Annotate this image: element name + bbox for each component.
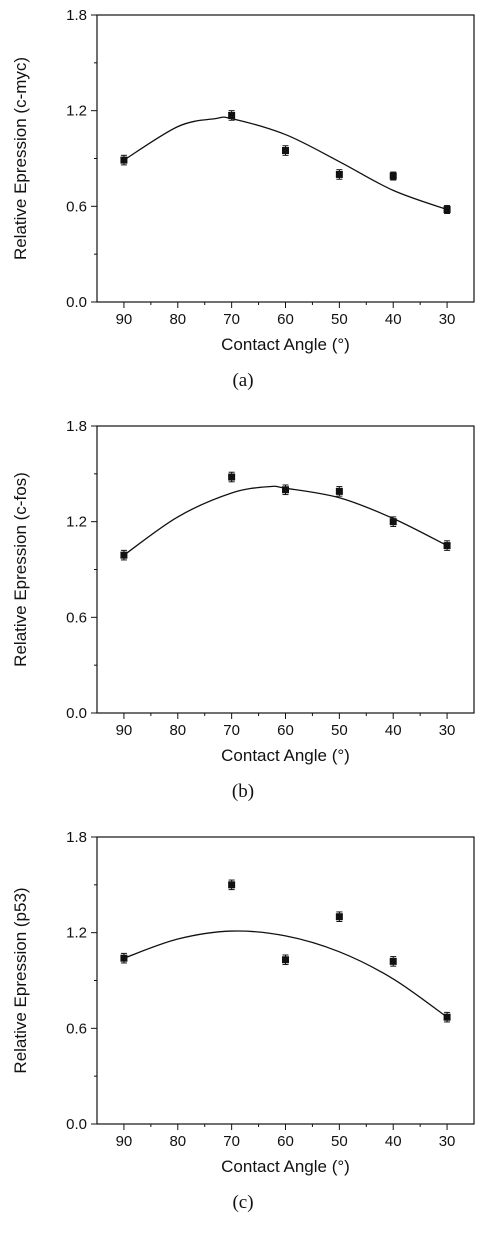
y-tick-label: 1.2 xyxy=(66,103,87,120)
y-tick-label: 1.8 xyxy=(66,7,87,24)
panel-label-c: (c) xyxy=(232,1192,254,1213)
chart-a-svg: 90 80 70 60 50 40 30 0.0 0.6 1.2 1.8 Contact Angle … xyxy=(11,7,475,354)
fit-curve xyxy=(123,485,448,556)
data-point xyxy=(389,172,397,180)
y-axis-label: Relative Epression (c-fos) xyxy=(11,472,30,667)
plot-frame xyxy=(96,14,475,303)
chart-b-svg: 90 80 70 60 50 40 30 0.0 0.6 1.2 1.8 Contact Angle … xyxy=(11,418,475,765)
data-point xyxy=(443,542,451,550)
x-tick-label: 60 xyxy=(277,1133,294,1150)
x-tick-label: 60 xyxy=(277,722,294,739)
x-tick-label: 70 xyxy=(223,722,240,739)
data-point xyxy=(389,957,397,965)
x-tick-label: 70 xyxy=(223,1133,240,1150)
x-tick-label: 50 xyxy=(331,311,348,328)
x-tick-label: 80 xyxy=(169,1133,186,1150)
x-tick-label: 40 xyxy=(385,722,402,739)
x-tick-label: 60 xyxy=(277,311,294,328)
data-point xyxy=(335,487,343,495)
data-point xyxy=(228,473,236,481)
data-point xyxy=(443,206,451,214)
plot-frame xyxy=(96,836,475,1125)
chart-panel-c: 90 80 70 60 50 40 30 0.0 0.6 1.2 1.8 Contact Angle … xyxy=(0,822,486,1233)
x-tick-label: 90 xyxy=(116,722,133,739)
x-axis-label: Contact Angle (°) xyxy=(221,1157,350,1176)
y-tick-label: 0.0 xyxy=(66,705,87,722)
fit-curve xyxy=(123,116,448,211)
chart-c-svg: 90 80 70 60 50 40 30 0.0 0.6 1.2 1.8 Contact Angle … xyxy=(11,829,475,1176)
x-axis-label: Contact Angle (°) xyxy=(221,746,350,765)
y-tick-label: 0.6 xyxy=(66,609,87,626)
data-point xyxy=(443,1013,451,1021)
y-tick-label: 0.0 xyxy=(66,294,87,311)
data-point xyxy=(282,147,289,155)
x-tick-label: 40 xyxy=(385,311,402,328)
x-tick-label: 50 xyxy=(331,722,348,739)
y-tick-label: 0.6 xyxy=(66,198,87,215)
y-tick-label: 0.0 xyxy=(66,1116,87,1133)
x-tick-label: 90 xyxy=(116,311,133,328)
data-point xyxy=(282,486,289,494)
y-axis-label: Relative Epression (p53) xyxy=(11,887,30,1073)
x-axis-label: Contact Angle (°) xyxy=(221,335,350,354)
x-tick-label: 30 xyxy=(439,311,456,328)
data-point xyxy=(120,954,128,962)
panel-label-a: (a) xyxy=(232,370,254,391)
y-tick-label: 1.2 xyxy=(66,925,87,942)
y-axis-label: Relative Epression (c-myc) xyxy=(11,57,30,260)
data-point xyxy=(120,156,128,164)
x-tick-label: 90 xyxy=(116,1133,133,1150)
y-tick-label: 0.6 xyxy=(66,1020,87,1037)
plot-frame xyxy=(96,425,475,714)
panel-label-b: (b) xyxy=(231,781,255,802)
chart-panel-a: 90 80 70 60 50 40 30 0.0 0.6 1.2 1.8 Contact Angle … xyxy=(0,0,486,411)
x-tick-label: 30 xyxy=(439,1133,456,1150)
x-tick-label: 50 xyxy=(331,1133,348,1150)
data-point xyxy=(228,111,236,119)
data-point xyxy=(282,956,289,964)
x-tick-label: 80 xyxy=(169,722,186,739)
y-tick-label: 1.8 xyxy=(66,418,87,435)
x-tick-label: 30 xyxy=(439,722,456,739)
data-point xyxy=(335,170,343,178)
fit-curve xyxy=(123,930,448,1018)
x-tick-label: 70 xyxy=(223,311,240,328)
data-point xyxy=(389,518,397,526)
chart-panel-b: 90 80 70 60 50 40 30 0.0 0.6 1.2 1.8 Contact Angle … xyxy=(0,411,486,822)
y-tick-label: 1.8 xyxy=(66,829,87,846)
data-point xyxy=(120,551,128,559)
data-point xyxy=(335,913,343,921)
x-tick-label: 40 xyxy=(385,1133,402,1150)
x-tick-label: 80 xyxy=(169,311,186,328)
data-point xyxy=(228,881,236,889)
y-tick-label: 1.2 xyxy=(66,514,87,531)
